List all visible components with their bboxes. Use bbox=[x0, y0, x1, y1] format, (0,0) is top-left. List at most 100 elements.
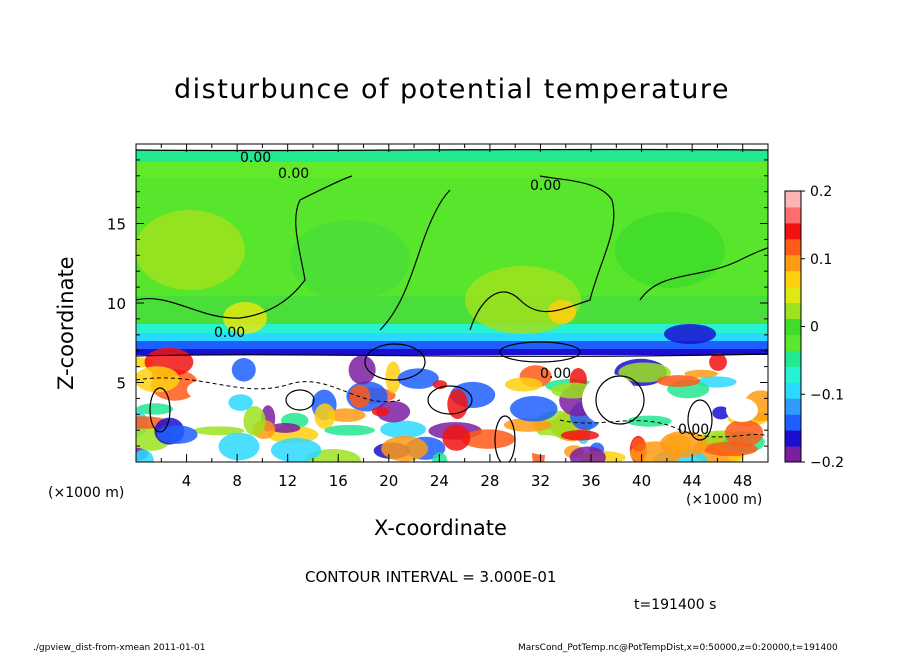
field-patch bbox=[218, 432, 260, 461]
x-axis-label: X-coordinate bbox=[374, 516, 507, 540]
field-patch bbox=[618, 362, 671, 383]
field-patch bbox=[381, 435, 428, 462]
contour-loop bbox=[285, 389, 315, 411]
time-text: t=191400 s bbox=[634, 597, 717, 613]
y-axis-label: Z-coordinate bbox=[54, 256, 78, 390]
x-tick-label: 16 bbox=[329, 472, 348, 490]
field-patch bbox=[192, 426, 245, 436]
field-patch bbox=[348, 355, 376, 385]
contour-loop bbox=[687, 399, 713, 441]
contour-label: 0.00 bbox=[540, 366, 571, 382]
contour-loop bbox=[499, 341, 581, 363]
y-tick-label: 10 bbox=[107, 295, 126, 313]
field-blob bbox=[223, 302, 267, 334]
contour-line bbox=[379, 189, 451, 331]
colorbar-swatch bbox=[785, 366, 801, 383]
x-tick-label: 24 bbox=[430, 472, 449, 490]
x-tick-label: 28 bbox=[480, 472, 499, 490]
x-tick-label: 36 bbox=[581, 472, 600, 490]
colorbar-tick-label: −0.2 bbox=[810, 455, 844, 471]
field-patch bbox=[324, 424, 375, 436]
field-patch bbox=[656, 375, 701, 387]
field-band bbox=[136, 144, 768, 150]
contour-line bbox=[639, 247, 768, 301]
field-patch bbox=[560, 430, 600, 441]
field-band bbox=[136, 341, 768, 349]
field-patch bbox=[631, 438, 646, 452]
field-patch bbox=[231, 358, 256, 382]
x-tick-label: 4 bbox=[182, 472, 192, 490]
colorbar-tick-label: 0 bbox=[810, 320, 819, 336]
field-patch bbox=[371, 406, 390, 417]
colorbar-tick-label: 0.1 bbox=[810, 252, 832, 268]
contour-interval-text: CONTOUR INTERVAL = 3.000E-01 bbox=[305, 568, 557, 586]
contour-loop bbox=[364, 343, 426, 381]
field-patch bbox=[270, 438, 322, 462]
x-tick-label: 20 bbox=[379, 472, 398, 490]
footer-right: MarsCond_PotTemp.nc@PotTempDist,x=0:5000… bbox=[518, 643, 838, 653]
contour-line-negative bbox=[136, 377, 401, 403]
colorbar-swatch bbox=[785, 318, 801, 335]
contour-label: 0.00 bbox=[678, 422, 709, 438]
colorbar-swatch bbox=[785, 238, 801, 256]
footer-left: ./gpview_dist-from-xmean 2011-01-01 bbox=[33, 643, 206, 653]
field-patch bbox=[380, 420, 427, 439]
field-patch bbox=[461, 429, 516, 449]
colorbar-swatch bbox=[785, 302, 801, 320]
colorbar-swatch bbox=[785, 222, 801, 240]
colorbar-swatch bbox=[785, 430, 801, 447]
field-patch bbox=[228, 394, 253, 411]
field-patch bbox=[712, 406, 730, 420]
field-patch bbox=[269, 423, 301, 433]
colorbar-swatch bbox=[785, 446, 801, 463]
field-patch bbox=[684, 369, 718, 378]
field-patch bbox=[243, 406, 266, 436]
field-patch bbox=[397, 368, 439, 389]
field-band bbox=[136, 324, 768, 333]
contour-line bbox=[136, 175, 353, 319]
field-patch bbox=[709, 353, 727, 371]
chart-title: disturbunce of potential temperature bbox=[174, 74, 730, 105]
field-band bbox=[136, 349, 768, 355]
field-patch bbox=[509, 396, 558, 422]
contour-line bbox=[136, 353, 768, 357]
contour-label: 0.00 bbox=[240, 150, 271, 166]
field-calm bbox=[582, 374, 638, 426]
colorbar-swatch bbox=[785, 398, 801, 415]
contour-loop bbox=[427, 385, 473, 415]
field-patch bbox=[376, 400, 411, 423]
field-patch bbox=[136, 366, 180, 393]
colorbar-swatch bbox=[785, 191, 801, 208]
colorbar-swatch bbox=[785, 206, 801, 224]
colorbar-swatch bbox=[785, 254, 801, 272]
field-calm bbox=[726, 398, 758, 422]
field-band bbox=[136, 333, 768, 341]
field-band bbox=[136, 150, 768, 162]
field-blob bbox=[615, 212, 725, 288]
field-patch bbox=[659, 430, 708, 458]
field-patch bbox=[136, 403, 174, 415]
field-patch bbox=[504, 377, 543, 392]
x-unit-label-right: (×1000 m) bbox=[686, 492, 763, 508]
x-tick-label: 32 bbox=[531, 472, 550, 490]
contour-line bbox=[136, 148, 768, 152]
contour-label: 0.00 bbox=[278, 166, 309, 182]
field-blob bbox=[664, 324, 716, 344]
contour-line-negative bbox=[559, 419, 768, 438]
field-patch bbox=[442, 424, 471, 451]
contour-lines bbox=[136, 148, 768, 462]
field-patch bbox=[626, 415, 672, 427]
field-patch bbox=[724, 419, 764, 447]
field-patch bbox=[136, 449, 154, 462]
field-blob bbox=[290, 220, 410, 300]
field-patch bbox=[157, 425, 198, 444]
contour-line bbox=[469, 175, 615, 331]
colorbar-tick-label: −0.1 bbox=[810, 387, 844, 403]
contour-loop bbox=[149, 387, 171, 433]
x-tick-label: 8 bbox=[232, 472, 242, 490]
x-tick-label: 40 bbox=[632, 472, 651, 490]
colorbar-swatch bbox=[785, 382, 801, 399]
colorbar-swatch bbox=[785, 414, 801, 431]
y-tick-label: 5 bbox=[116, 375, 126, 393]
